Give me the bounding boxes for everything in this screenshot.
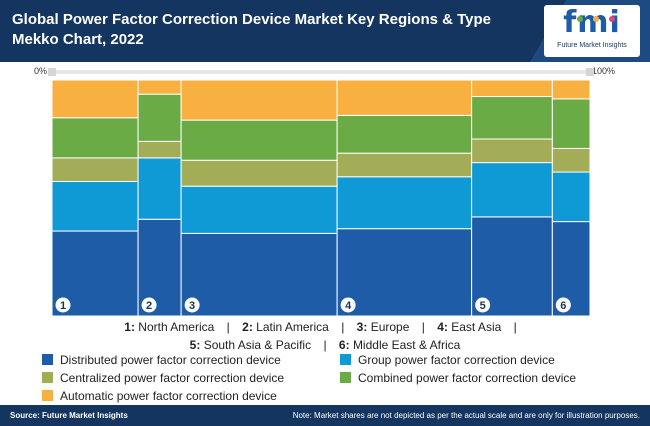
region-badge-text-3: 3 [189,300,195,312]
mekko-segment-5-automatic [471,79,553,98]
legend-item-centralized: Centralized power factor correction devi… [42,370,284,386]
mekko-segment-1-centralized [51,157,139,182]
mekko-segment-6-automatic [551,79,591,100]
legend-swatch-centralized [42,372,53,383]
region-key-name-3: Europe [370,320,410,334]
region-key-num-5: 5 [189,338,197,352]
region-key-num-6: 6 [338,338,346,352]
mekko-segment-2-automatic [137,79,182,95]
region-badge-circle-2 [141,297,157,313]
mekko-segment-6-centralized [551,147,591,173]
chart-title: Global Power Factor Correction Device Ma… [12,11,492,48]
logo-dots-icon [572,9,620,27]
region-key-num-2: 2 [242,320,249,334]
region-badge-text-5: 5 [480,300,486,312]
mekko-segment-1-group [51,180,139,232]
mekko-segment-2-combined [137,93,182,142]
region-key-name-2: Latin America [256,320,329,334]
footer-note: Note: Market shares are not depicted as … [292,411,640,420]
region-badge-4: 4 [340,297,356,313]
logo-letters: fmi [563,5,621,40]
mekko-segment-4-distributed [336,228,473,317]
region-badge-text-2: 2 [146,300,152,312]
region-badge-circle-1 [55,297,71,313]
region-key: 1: North America | 2: Latin America | 3:… [0,318,650,354]
region-key-name-4: East Asia [451,320,502,334]
mekko-segment-1-automatic [51,79,139,119]
legend-label-centralized: Centralized power factor correction devi… [60,371,285,385]
mekko-segment-6-group [551,171,591,223]
region-badge-circle-6 [555,297,571,313]
scale-bar-right-cap [586,68,594,76]
mekko-segment-5-centralized [471,138,553,164]
mekko-segment-3-distributed [180,232,338,317]
mekko-segment-2-centralized [137,140,182,159]
mekko-segment-4-automatic [336,79,473,116]
footer-source: Source: Future Market Insights [10,411,128,420]
legend-label-automatic: Automatic power factor correction device [60,389,277,403]
logo-subtitle: Future Market Insights [557,42,627,49]
mekko-segment-3-group [180,185,338,234]
mekko-segment-2-group [137,157,182,220]
footer-bar: Source: Future Market Insights Note: Mar… [0,405,650,426]
mekko-segment-3-centralized [180,159,338,187]
legend-label-group: Group power factor correction device [358,353,555,367]
region-badge-text-6: 6 [560,300,566,312]
region-badge-2: 2 [141,297,157,313]
mekko-segment-6-combined [551,98,591,149]
region-badge-text-1: 1 [60,300,66,312]
fmi-logo: fmi Future Market Insights [544,5,640,57]
region-badge-circle-5 [475,297,491,313]
legend-item-combined: Combined power factor correction device [340,370,576,386]
legend-swatch-group [340,354,351,365]
legend-label-combined: Combined power factor correction device [358,371,577,385]
region-key-name-6: Middle East & Africa [352,338,461,352]
scale-bar [48,68,594,76]
scale-label-min: 0% [34,66,48,76]
region-key-line-2: 5: South Asia & Pacific | 6: Middle East… [189,338,461,352]
mekko-segment-5-group [471,162,553,218]
region-badge-1: 1 [55,297,71,313]
mekko-segment-4-group [336,176,473,230]
mekko-segment-3-automatic [180,79,338,121]
region-key-num-3: 3 [356,320,364,334]
region-key-name-5: South Asia & Pacific [203,338,312,352]
region-badge-6: 6 [555,297,571,313]
region-badge-circle-3 [184,297,200,313]
region-badge-3: 3 [184,297,200,313]
legend-item-distributed: Distributed power factor correction devi… [42,352,281,368]
legend-label-distributed: Distributed power factor correction devi… [60,353,281,367]
legend-item-automatic: Automatic power factor correction device [42,388,277,404]
mekko-segment-2-distributed [137,218,182,317]
region-badge-5: 5 [475,297,491,313]
mekko-segment-4-combined [336,114,473,154]
header-banner: Global Power Factor Correction Device Ma… [0,0,650,62]
scale-bar-left-cap [48,68,56,76]
legend-item-group: Group power factor correction device [340,352,555,368]
region-key-name-1: North America [138,320,215,334]
mekko-segment-4-centralized [336,152,473,178]
legend-swatch-combined [340,372,351,383]
region-key-num-1: 1 [124,320,131,334]
region-badge-circle-4 [340,297,356,313]
mekko-segment-1-combined [51,117,139,159]
legend-swatch-distributed [42,354,53,365]
region-key-line-1: 1: North America | 2: Latin America | 3:… [124,320,517,334]
region-badge-text-4: 4 [345,300,352,312]
mekko-segment-5-combined [471,96,553,140]
region-key-num-4: 4 [437,320,444,334]
scale-label-max: 100% [592,66,616,76]
mekko-segment-3-combined [180,119,338,161]
legend-swatch-automatic [42,390,53,401]
